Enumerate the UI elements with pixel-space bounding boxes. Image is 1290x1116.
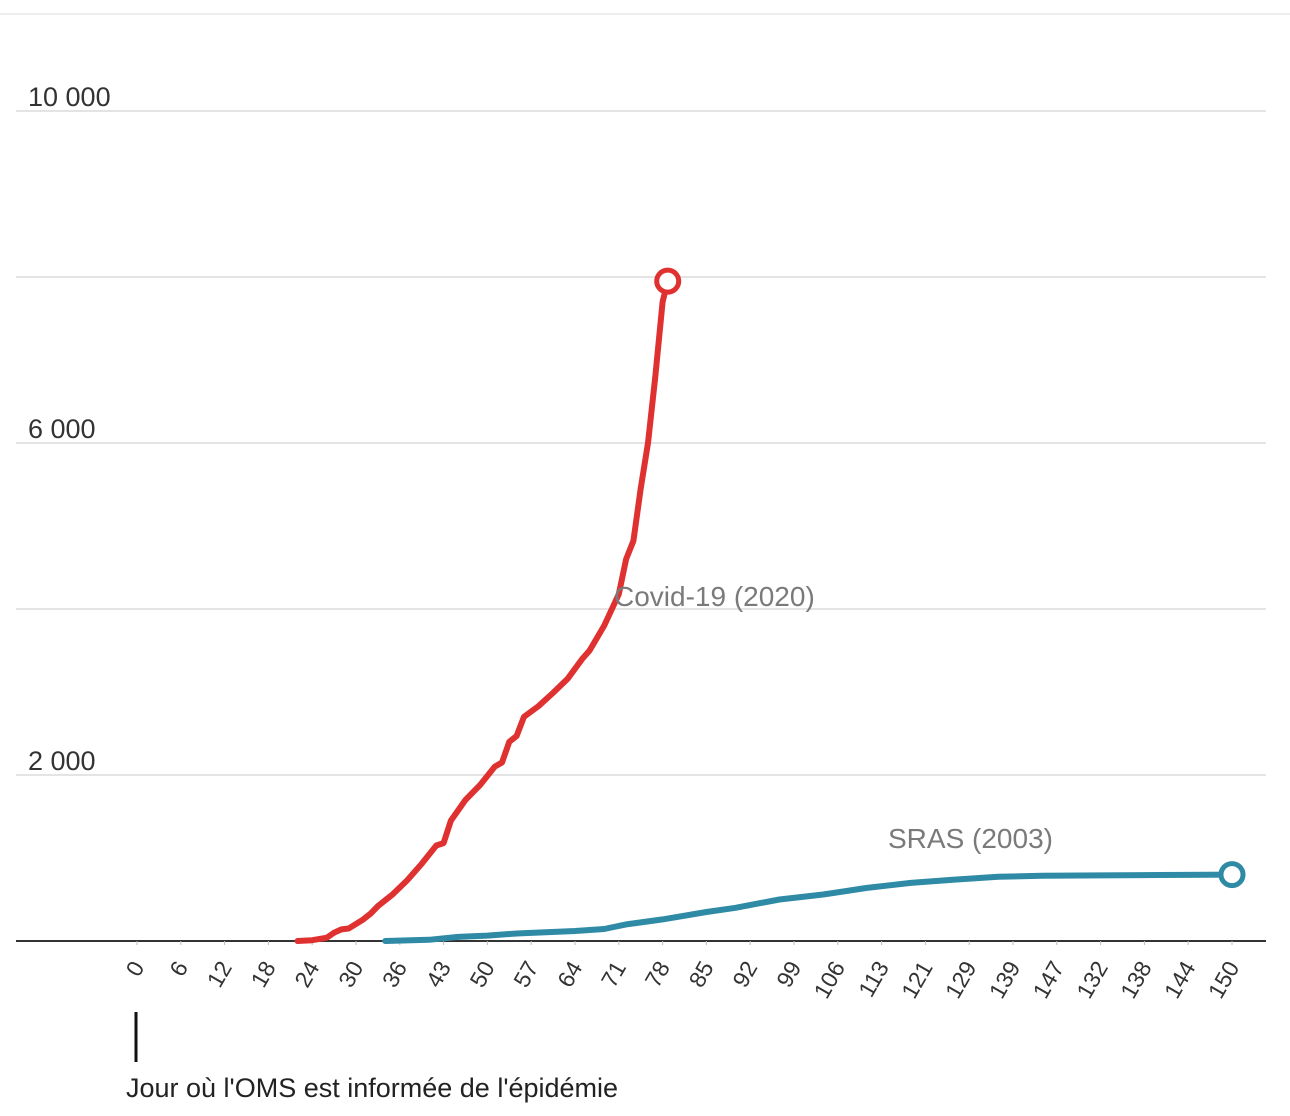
x-tick-label: 147 — [1027, 957, 1069, 1003]
x-tick-label: 132 — [1071, 957, 1113, 1003]
x-tick-label: 139 — [984, 957, 1026, 1003]
y-tick-labels: 2 000 6 000 10 000 — [28, 82, 111, 776]
series-label: Covid-19 (2020) — [614, 581, 815, 612]
y-tick-label: 6 000 — [28, 414, 96, 444]
y-tick-label: 10 000 — [28, 82, 111, 112]
x-tick-label: 6 — [164, 957, 193, 981]
series-line-sras — [382, 871, 1235, 944]
x-tick-label: 106 — [808, 957, 850, 1003]
x-tick-label: 30 — [333, 957, 368, 992]
series-line-covid — [294, 278, 671, 944]
x-tick-label: 64 — [552, 956, 587, 991]
x-tick-label: 24 — [289, 956, 324, 991]
series-end-marker-covid — [654, 267, 682, 295]
x-tick-labels: 0 6 12 18 24 30 36 43 50 57 64 71 78 85 92 99 106 113 121 1… — [120, 941, 1244, 1003]
series-label: SRAS (2003) — [888, 823, 1053, 854]
x-tick-label: 150 — [1203, 957, 1245, 1003]
x-tick-label: 71 — [596, 957, 631, 992]
x-tick-label: 57 — [508, 957, 543, 992]
x-tick-label: 18 — [245, 957, 280, 992]
series-lines — [294, 267, 1246, 944]
x-tick-label: 144 — [1159, 956, 1201, 1002]
x-tick-label: 78 — [640, 957, 675, 992]
x-tick-label: 50 — [464, 957, 499, 992]
x-tick-label: 85 — [683, 957, 718, 992]
x-tick-label: 113 — [853, 957, 894, 1002]
x-tick-label: 12 — [202, 957, 237, 992]
annotation-text: Jour où l'OMS est informée de l'épidémie — [126, 1073, 618, 1103]
series-end-marker-sras — [1218, 861, 1246, 889]
x-tick-label: 0 — [120, 957, 149, 981]
x-tick-label: 129 — [940, 957, 982, 1003]
x-tick-label: 99 — [771, 957, 806, 992]
x-tick-label: 43 — [421, 957, 456, 992]
who-notified-annotation: Jour où l'OMS est informée de l'épidémie — [126, 1012, 618, 1103]
x-tick-label: 36 — [377, 957, 412, 992]
series-labels: Covid-19 (2020) SRAS (2003) — [614, 581, 1053, 854]
x-tick-label: 138 — [1115, 957, 1157, 1003]
x-tick-label: 121 — [896, 957, 938, 1003]
y-tick-label: 2 000 — [28, 746, 96, 776]
gridlines — [16, 110, 1266, 776]
x-tick-label: 92 — [727, 957, 762, 992]
